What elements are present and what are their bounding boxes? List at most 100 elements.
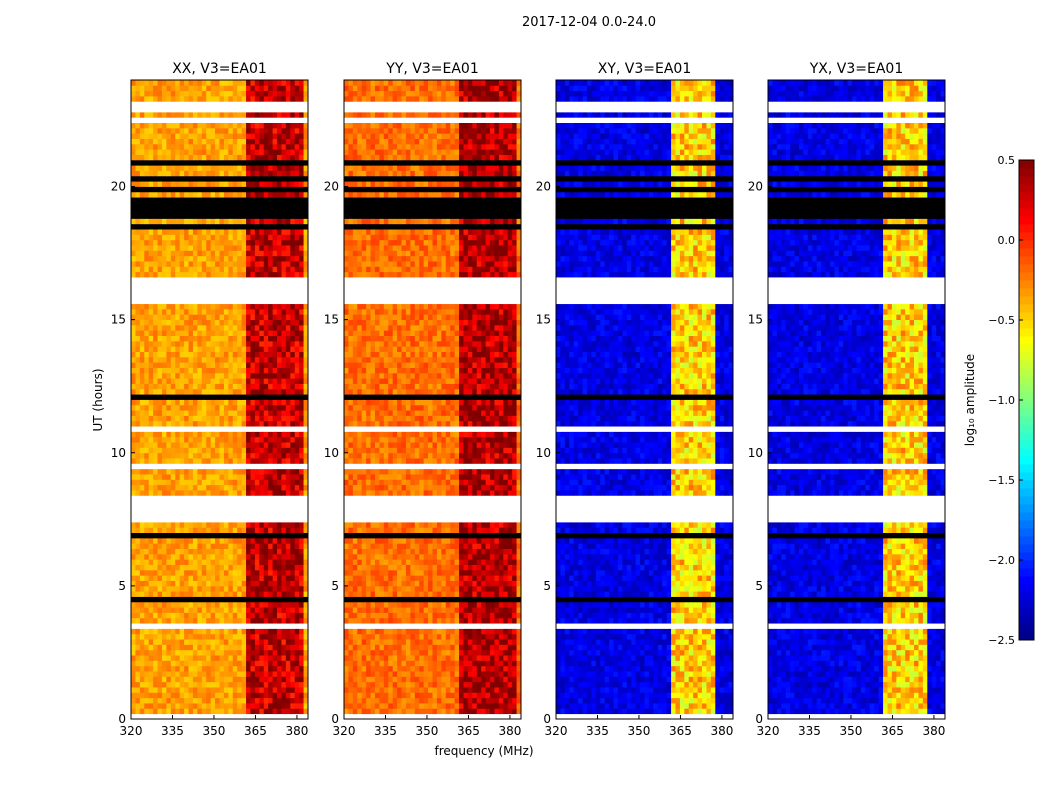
heatmap-cell bbox=[259, 431, 265, 438]
heatmap-cell bbox=[175, 601, 181, 608]
heatmap-cell bbox=[259, 697, 265, 704]
heatmap-cell bbox=[197, 415, 203, 422]
heatmap-cell bbox=[246, 159, 251, 166]
heatmap-cell bbox=[281, 245, 287, 251]
heatmap-cell bbox=[228, 356, 234, 363]
heatmap-cell bbox=[188, 149, 194, 155]
heatmap-cell bbox=[237, 399, 243, 406]
heatmap-cell bbox=[290, 612, 296, 619]
heatmap-cell bbox=[210, 159, 216, 166]
heatmap-cell bbox=[277, 138, 282, 145]
heatmap-cell bbox=[299, 495, 304, 502]
heatmap-cell bbox=[232, 181, 238, 187]
heatmap-cell bbox=[290, 628, 296, 635]
heatmap-cell bbox=[228, 255, 234, 262]
heatmap-cell bbox=[170, 479, 176, 486]
heatmap-cell bbox=[246, 575, 251, 581]
heatmap-cell bbox=[228, 186, 234, 193]
heatmap-cell bbox=[223, 703, 229, 709]
heatmap-cell bbox=[219, 521, 225, 528]
heatmap-cell bbox=[272, 303, 278, 310]
heatmap-cell bbox=[144, 367, 150, 374]
heatmap-cell bbox=[241, 372, 247, 379]
heatmap-cell bbox=[294, 431, 300, 438]
heatmap-cell bbox=[192, 101, 198, 108]
heatmap-cell bbox=[161, 277, 167, 283]
heatmap-cell bbox=[184, 218, 189, 225]
heatmap-cell bbox=[144, 239, 150, 246]
heatmap-cell bbox=[277, 521, 282, 528]
heatmap-cell bbox=[272, 127, 278, 134]
heatmap-cell bbox=[272, 665, 278, 672]
heatmap-cell bbox=[254, 617, 260, 624]
heatmap-cell bbox=[285, 330, 291, 336]
heatmap-cell bbox=[303, 527, 309, 534]
heatmap-cell bbox=[179, 506, 185, 512]
heatmap-cell bbox=[299, 703, 304, 709]
heatmap-cell bbox=[277, 548, 282, 555]
heatmap-cell bbox=[259, 191, 265, 198]
heatmap-cell bbox=[370, 692, 376, 699]
heatmap-cell bbox=[294, 506, 300, 512]
heatmap-cell bbox=[237, 703, 243, 709]
heatmap-cell bbox=[397, 713, 402, 720]
heatmap-cell bbox=[210, 681, 216, 688]
heatmap-cell bbox=[153, 676, 158, 683]
heatmap-cell bbox=[131, 681, 136, 688]
heatmap-cell bbox=[184, 665, 189, 672]
heatmap-cell bbox=[197, 639, 203, 645]
heatmap-cell bbox=[210, 649, 216, 656]
heatmap-cell bbox=[281, 452, 287, 459]
heatmap-cell bbox=[144, 197, 150, 203]
heatmap-cell bbox=[272, 601, 278, 608]
heatmap-cell bbox=[299, 537, 304, 544]
heatmap-cell bbox=[131, 335, 136, 342]
heatmap-cell bbox=[290, 90, 296, 97]
heatmap-cell bbox=[219, 133, 225, 139]
heatmap-cell bbox=[237, 628, 243, 635]
heatmap-cell bbox=[281, 197, 287, 203]
heatmap-cell bbox=[294, 553, 300, 560]
heatmap-cell bbox=[131, 255, 136, 262]
heatmap-cell bbox=[503, 708, 509, 715]
heatmap-cell bbox=[197, 367, 203, 374]
heatmap-cell bbox=[139, 255, 145, 262]
heatmap-cell bbox=[246, 399, 251, 406]
heatmap-cell bbox=[232, 245, 238, 251]
heatmap-cell bbox=[201, 239, 207, 246]
heatmap-cell bbox=[228, 564, 234, 571]
heatmap-cell bbox=[175, 314, 181, 321]
heatmap-cell bbox=[219, 308, 225, 315]
heatmap-cell bbox=[166, 527, 172, 534]
heatmap-cell bbox=[197, 117, 203, 123]
heatmap-cell bbox=[192, 479, 198, 486]
heatmap-cell bbox=[241, 213, 247, 219]
heatmap-cell bbox=[179, 713, 185, 720]
heatmap-cell bbox=[170, 245, 176, 251]
heatmap-cell bbox=[290, 101, 296, 108]
heatmap-cell bbox=[232, 388, 238, 395]
heatmap-cell bbox=[263, 362, 269, 368]
heatmap-cell bbox=[201, 527, 207, 534]
heatmap-cell bbox=[388, 703, 394, 709]
heatmap-cell bbox=[272, 617, 278, 624]
heatmap-cell bbox=[184, 420, 189, 427]
heatmap-cell bbox=[246, 596, 251, 603]
heatmap-cell bbox=[277, 133, 282, 139]
heatmap-cell bbox=[170, 293, 176, 299]
heatmap-cell bbox=[153, 649, 158, 656]
heatmap-cell bbox=[277, 351, 282, 358]
heatmap-cell bbox=[263, 569, 269, 576]
heatmap-cell bbox=[285, 468, 291, 475]
heatmap-cell bbox=[263, 442, 269, 448]
heatmap-cell bbox=[210, 479, 216, 486]
heatmap-cell bbox=[139, 138, 145, 145]
heatmap-cell bbox=[144, 644, 150, 651]
heatmap-cell bbox=[184, 239, 189, 246]
heatmap-cell bbox=[201, 165, 207, 171]
heatmap-cell bbox=[228, 319, 234, 326]
heatmap-cell bbox=[157, 436, 163, 443]
heatmap-cell bbox=[237, 420, 243, 427]
heatmap-cell bbox=[184, 149, 189, 155]
heatmap-cell bbox=[175, 628, 181, 635]
